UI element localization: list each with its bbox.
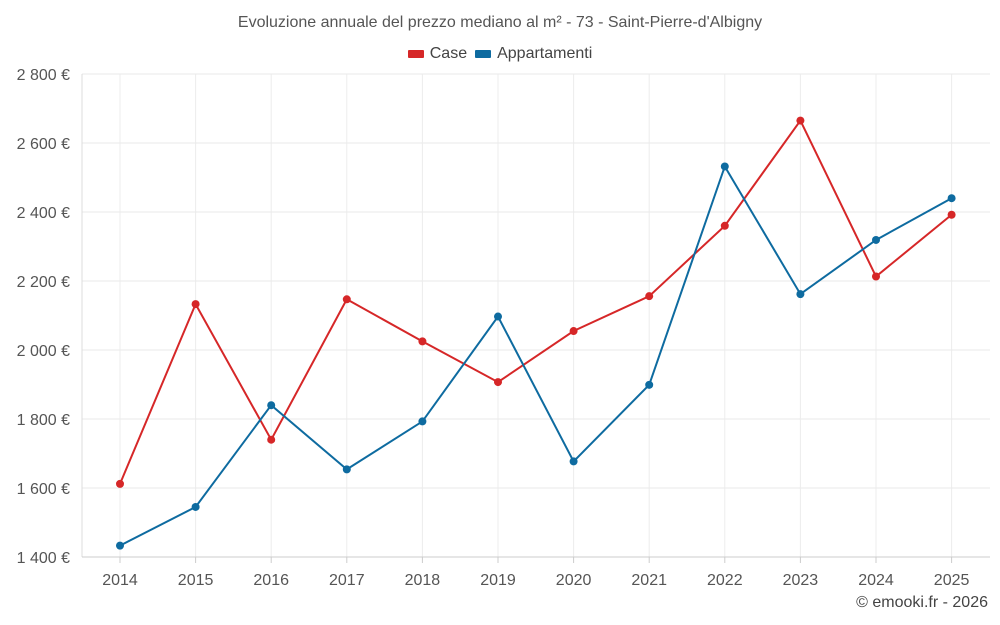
data-point-case[interactable] [342, 295, 351, 304]
data-point-case[interactable] [645, 292, 654, 301]
legend-item-case[interactable]: Case [407, 45, 468, 63]
data-point-appartamenti[interactable] [796, 290, 805, 299]
data-point-case[interactable] [191, 300, 200, 309]
y-tick-label: 2 600 € [17, 136, 70, 153]
legend-label-appartamenti: Appartamenti [497, 45, 593, 62]
y-tick-label: 1 800 € [17, 412, 70, 429]
y-tick-label: 2 800 € [17, 67, 70, 84]
y-tick-label: 2 200 € [17, 274, 70, 291]
data-point-appartamenti[interactable] [418, 417, 427, 426]
data-point-case[interactable] [569, 327, 578, 336]
data-point-case[interactable] [947, 210, 956, 219]
y-tick-label: 2 400 € [17, 205, 70, 222]
data-point-case[interactable] [116, 479, 124, 488]
x-tick-label: 2019 [480, 572, 516, 589]
data-point-appartamenti[interactable] [191, 502, 200, 511]
data-point-case[interactable] [418, 337, 427, 346]
data-point-appartamenti[interactable] [569, 457, 578, 466]
data-point-case[interactable] [720, 221, 729, 230]
x-tick-label: 2022 [707, 572, 743, 589]
series-line-case [119, 118, 953, 485]
x-tick-label: 2017 [329, 572, 365, 589]
x-tick-label: 2024 [858, 572, 894, 589]
x-tick-label: 2016 [253, 572, 289, 589]
data-point-appartamenti[interactable] [645, 380, 654, 389]
data-point-appartamenti[interactable] [342, 465, 351, 474]
data-point-case[interactable] [494, 378, 502, 387]
data-point-appartamenti[interactable] [720, 162, 729, 171]
chart-title: Evoluzione annuale del prezzo mediano al… [237, 14, 763, 31]
data-point-appartamenti[interactable] [947, 194, 956, 203]
data-point-appartamenti[interactable] [116, 541, 124, 550]
x-tick-label: 2015 [178, 572, 214, 589]
x-tick-label: 2014 [102, 572, 138, 589]
y-tick-label: 2 000 € [17, 343, 70, 360]
x-tick-label: 2021 [631, 572, 667, 589]
legend-swatch-case [407, 50, 424, 58]
legend-swatch-appartamenti [475, 50, 492, 58]
data-point-appartamenti[interactable] [267, 401, 276, 410]
legend: Case Appartamenti [0, 45, 1000, 63]
x-tick-label: 2025 [934, 572, 970, 589]
series-line-appartamenti [119, 164, 953, 547]
data-point-appartamenti[interactable] [872, 235, 880, 244]
credit-text: © emooki.fr - 2026 [856, 594, 988, 611]
y-tick-label: 1 400 € [17, 550, 70, 567]
x-tick-label: 2020 [556, 572, 592, 589]
data-point-appartamenti[interactable] [494, 312, 502, 321]
x-tick-label: 2018 [405, 572, 441, 589]
data-point-case[interactable] [267, 435, 276, 444]
data-point-case[interactable] [872, 272, 880, 281]
legend-label-case: Case [429, 45, 468, 62]
legend-item-appartamenti[interactable]: Appartamenti [475, 45, 592, 63]
y-tick-label: 1 600 € [17, 481, 70, 498]
x-tick-label: 2023 [783, 572, 819, 589]
data-point-case[interactable] [796, 116, 805, 125]
